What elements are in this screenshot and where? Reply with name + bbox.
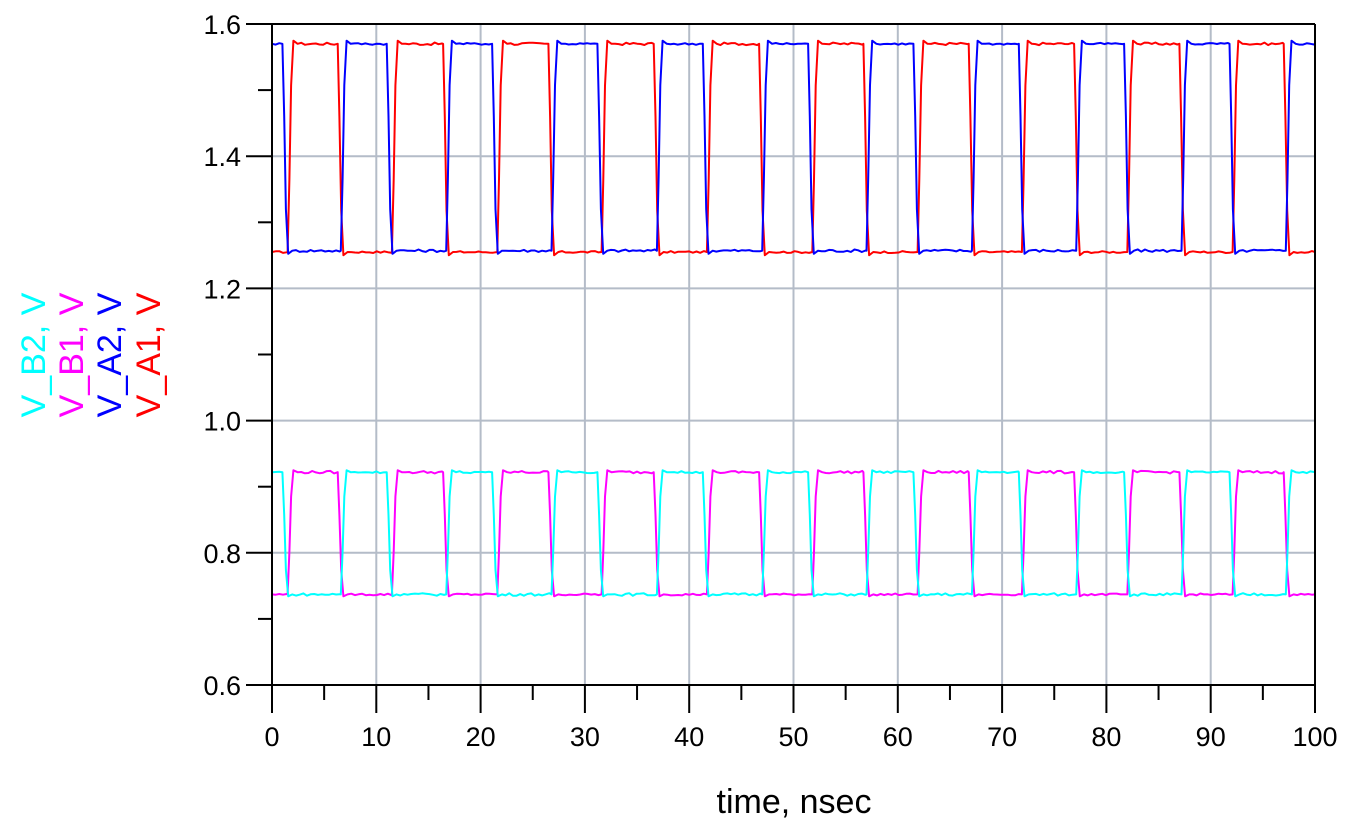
legend-item: V_A2, V	[91, 292, 129, 417]
series-line-v-b2-v	[271, 469, 1316, 598]
legend-item: V_B1, V	[53, 292, 91, 417]
grid-lines	[272, 24, 1315, 685]
legend: V_B2, V V_B1, V V_A2, V V_A1, V	[15, 292, 168, 417]
series-layer	[271, 39, 1316, 598]
x-tick-label: 70	[987, 722, 1017, 752]
x-tick-label: 90	[1196, 722, 1226, 752]
y-tick-label: 1.2	[203, 274, 241, 304]
x-tick-label: 60	[883, 722, 913, 752]
x-tick-label: 10	[361, 722, 391, 752]
x-tick-label: 80	[1091, 722, 1121, 752]
x-tick-label: 100	[1292, 722, 1337, 752]
series-line-v-b1-v	[271, 469, 1316, 598]
x-tick-label: 20	[466, 722, 496, 752]
axes: 0.6 0.8 1.0 1.2 1.4 1.6 0 10 20 30 40 50 60 70 80 90 100	[203, 10, 1337, 752]
x-tick-label: 50	[778, 722, 808, 752]
y-tick-label: 1.0	[203, 407, 241, 437]
legend-item: V_B2, V	[15, 292, 53, 417]
y-tick-label: 1.6	[203, 10, 241, 40]
y-tick-label: 0.6	[203, 671, 241, 701]
x-axis-title: time, nsec	[717, 783, 872, 821]
y-tick-label: 0.8	[203, 539, 241, 569]
series-line-v-a1-v	[271, 39, 1316, 257]
x-tick-label: 30	[570, 722, 600, 752]
legend-item: V_A1, V	[130, 292, 168, 417]
series-line-v-a2-v	[271, 39, 1316, 255]
y-tick-label: 1.4	[203, 142, 241, 172]
x-tick-label: 0	[264, 722, 279, 752]
x-tick-label: 40	[674, 722, 704, 752]
